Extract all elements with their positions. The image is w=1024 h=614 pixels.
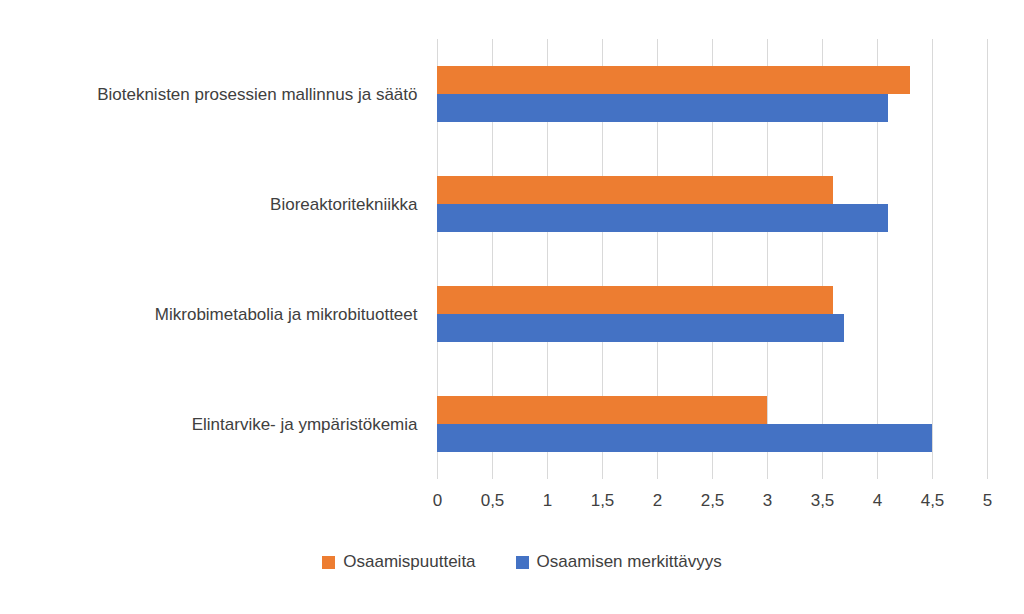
svg-text:3,5: 3,5 [811,491,835,510]
svg-text:Elintarvike- ja ympäristökemia: Elintarvike- ja ympäristökemia [192,415,418,434]
svg-text:1,5: 1,5 [591,491,615,510]
svg-text:4: 4 [873,491,882,510]
html-text:Osaamispuutteita: Osaamispuutteita [343,552,476,571]
svg-text:4,5: 4,5 [921,491,945,510]
svg-text:0,5: 0,5 [481,491,505,510]
html-text:Osaamisen merkittävyys: Osaamisen merkittävyys [536,552,722,571]
svg-text:5: 5 [983,491,992,510]
svg-text:2,5: 2,5 [701,491,725,510]
svg-text:2: 2 [653,491,662,510]
svg-text:Bioteknisten prosessien mallin: Bioteknisten prosessien mallinnus ja sää… [97,85,417,104]
svg-text:3: 3 [763,491,772,510]
svg-text:1: 1 [543,491,552,510]
svg-text:Bioreaktoritekniikka: Bioreaktoritekniikka [270,195,418,214]
svg-text:0: 0 [433,491,442,510]
svg-text:Mikrobimetabolia ja mikrobituo: Mikrobimetabolia ja mikrobituotteet [155,305,418,324]
